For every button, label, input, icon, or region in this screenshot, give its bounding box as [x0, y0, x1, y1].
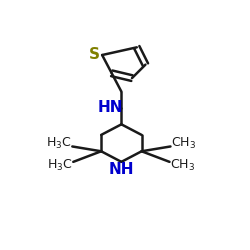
- Text: NH: NH: [109, 162, 134, 178]
- Text: H$_3$C: H$_3$C: [46, 136, 71, 150]
- Text: S: S: [89, 46, 100, 62]
- Text: CH$_3$: CH$_3$: [172, 136, 196, 150]
- Text: H$_3$C: H$_3$C: [47, 158, 72, 173]
- Text: HN: HN: [98, 100, 124, 115]
- Text: CH$_3$: CH$_3$: [170, 158, 196, 173]
